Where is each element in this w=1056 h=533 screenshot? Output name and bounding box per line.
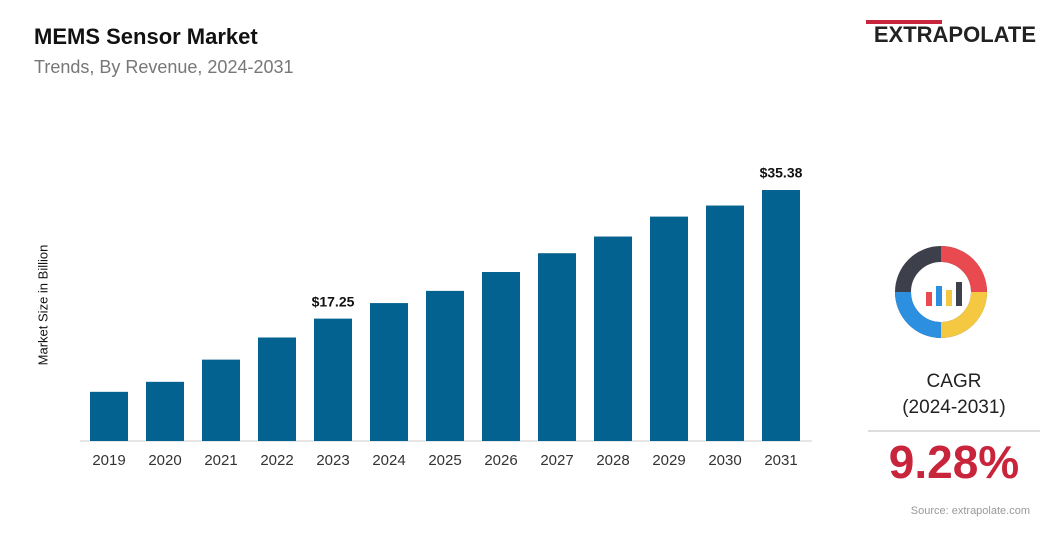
- bar: [482, 272, 520, 441]
- data-label: $35.38: [760, 165, 803, 181]
- y-axis-label: Market Size in Billion: [35, 245, 50, 366]
- x-tick-label: 2025: [428, 452, 461, 469]
- bar: [650, 216, 688, 441]
- cagr-icon: [895, 246, 987, 338]
- icon-arc: [895, 291, 942, 338]
- bar: [370, 303, 408, 441]
- bar: [146, 381, 184, 441]
- x-tick-label: 2023: [316, 452, 349, 469]
- bar: [202, 359, 240, 441]
- x-tick-label: 2024: [372, 452, 405, 469]
- icon-bar: [926, 292, 932, 306]
- logo-bar: [866, 20, 942, 24]
- bar: [258, 337, 296, 441]
- x-tick-label: 2026: [484, 452, 517, 469]
- x-tick-label: 2020: [148, 452, 181, 469]
- icon-arc: [940, 291, 987, 338]
- x-tick-label: 2027: [540, 452, 573, 469]
- bar: [538, 253, 576, 441]
- icon-bar: [956, 282, 962, 306]
- bar: [90, 391, 128, 441]
- cagr-label: CAGR: [927, 371, 982, 392]
- icon-bar: [936, 286, 942, 306]
- x-tick-label: 2019: [92, 452, 125, 469]
- bar: [762, 190, 800, 441]
- cagr-value: 9.28%: [889, 436, 1019, 488]
- data-label: $17.25: [312, 293, 355, 309]
- x-tick-label: 2028: [596, 452, 629, 469]
- bar: [706, 205, 744, 441]
- x-tick-label: 2031: [764, 452, 797, 469]
- chart-subtitle: Trends, By Revenue, 2024-2031: [34, 57, 294, 77]
- brand: EXTRAPOLATE: [874, 22, 1036, 47]
- x-tick-label: 2021: [204, 452, 237, 469]
- bar: [594, 236, 632, 441]
- x-tick-label: 2030: [708, 452, 741, 469]
- cagr-period: (2024-2031): [902, 397, 1006, 418]
- x-tick-label: 2022: [260, 452, 293, 469]
- icon-bar: [946, 290, 952, 306]
- icon-arc: [940, 246, 987, 293]
- source: Source: extrapolate.com: [911, 505, 1030, 517]
- x-tick-label: 2029: [652, 452, 685, 469]
- bar: [314, 318, 352, 441]
- chart-title: MEMS Sensor Market: [34, 24, 258, 49]
- bar: [426, 290, 464, 441]
